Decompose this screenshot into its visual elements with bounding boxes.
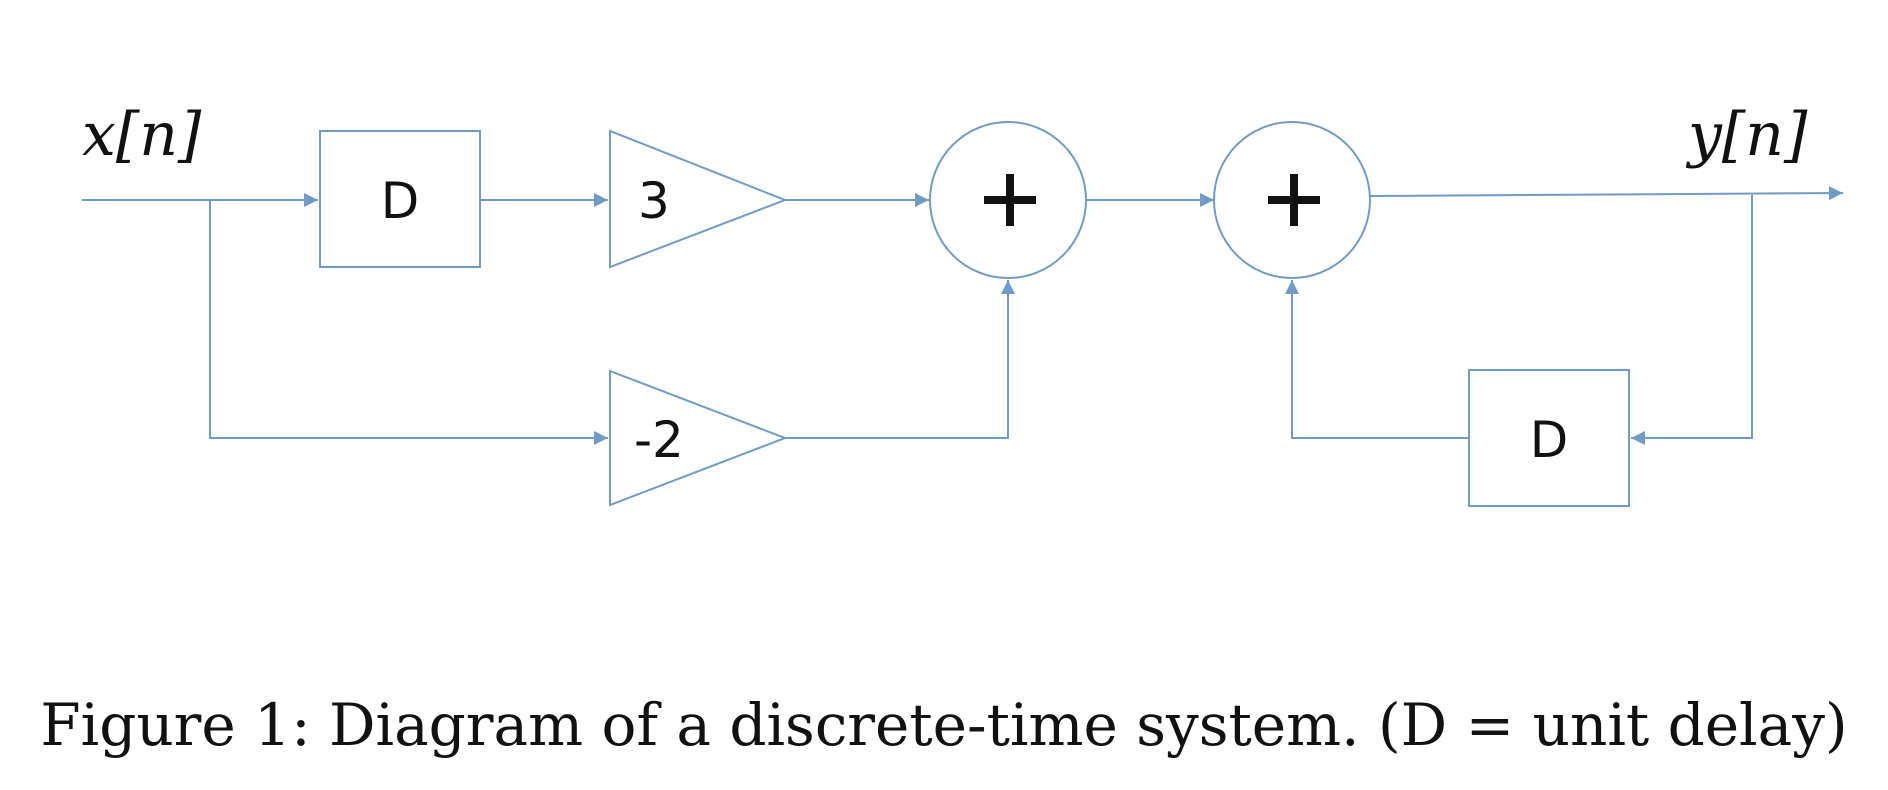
output-signal-label: y[n] bbox=[1685, 100, 1808, 170]
gain-minus2-to-adder1-wire bbox=[785, 280, 1015, 439]
gain-3-amplifier bbox=[609, 129, 788, 269]
gain-minus2-amplifier bbox=[609, 369, 788, 507]
feedback-delay-label: D bbox=[1530, 411, 1569, 469]
feedback-delay-to-adder2-wire bbox=[1285, 280, 1469, 439]
output-to-feedback-delay-wire bbox=[1631, 195, 1753, 445]
gain-minus2-label: -2 bbox=[634, 411, 684, 469]
branch-to-gain-minus2-wire bbox=[209, 200, 608, 445]
input-signal-label: x[n] bbox=[82, 100, 202, 170]
output-wire bbox=[1369, 186, 1844, 201]
gain-3-label: 3 bbox=[638, 172, 670, 230]
figure-caption: Figure 1: Diagram of a discrete-time sys… bbox=[40, 691, 1847, 759]
top-delay-label: D bbox=[381, 172, 420, 230]
